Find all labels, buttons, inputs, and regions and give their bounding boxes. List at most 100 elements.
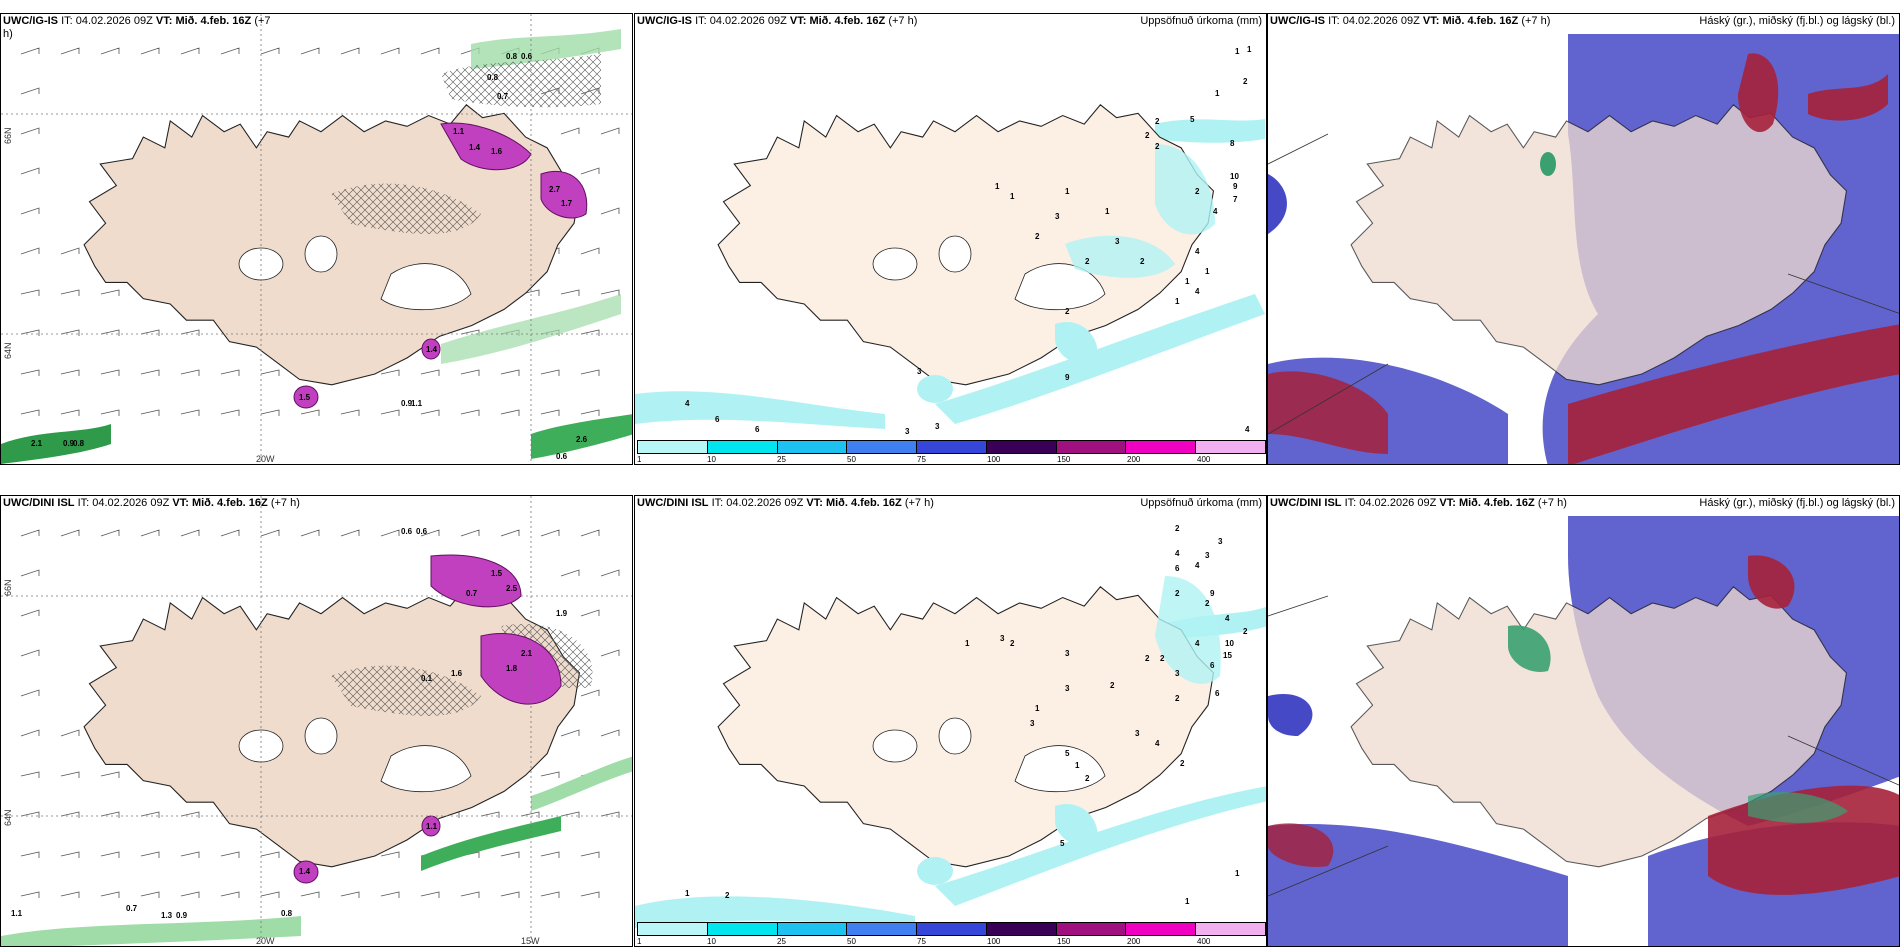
run-label: IT: [77,497,90,509]
legend-tick: 400 [1197,455,1211,464]
run-time: 04.02.2026 09Z [1342,15,1420,27]
legend-tick: 10 [707,937,716,946]
legend-swatch [777,441,848,453]
value-label: 2 [1205,599,1210,608]
legend-swatch [847,441,918,453]
legend-tick: 150 [1057,937,1071,946]
value-labels-bottom-left: 0.6 0.6 1.5 2.5 0.7 1.9 2.1 1.8 0.1 1.6 … [11,527,568,920]
legend-tick: 200 [1127,455,1141,464]
run-time: 04.02.2026 09Z [709,15,787,27]
value-label: 2 [1085,257,1090,266]
value-label: 0.7 [466,589,478,598]
run-label: IT: [1328,15,1340,27]
legend-tick: 25 [777,455,786,464]
value-label: 2 [725,891,730,900]
value-label: 1 [1247,45,1252,54]
lead-time: (+7 h) [270,497,300,509]
value-label: 8 [1230,139,1235,148]
legend-swatch [777,923,848,935]
value-label: 1 [1235,869,1240,878]
value-label: 3 [1115,237,1120,246]
run-time: 04.02.2026 09Z [726,497,804,509]
value-label: 2.1 [521,649,533,658]
value-label: 6 [1210,661,1215,670]
value-label: 2 [1010,639,1015,648]
value-label: 3 [935,422,940,431]
value-labels-top-middle: 1 1 2 1 2 5 2 8 2 10 1 1 1 2 9 7 4 1 3 2… [685,45,1252,436]
legend-tick: 150 [1057,455,1071,464]
value-label: 4 [1245,425,1250,434]
precip-legend: 1 10 25 50 75 100 150 200 400 [637,922,1266,946]
legend-swatch [986,923,1057,935]
panel-title: UWC/DINI ISL IT: 04.02.2026 09Z VT: Mið.… [3,497,300,510]
value-label: 6 [1175,564,1180,573]
value-label: 1 [1105,207,1110,216]
lat-label: 66N [3,127,13,144]
valid-time: Mið. 4.feb. 16Z [191,497,268,509]
legend-swatch [1126,923,1197,935]
value-label: 1.5 [491,569,503,578]
run-time: 04.02.2026 09Z [1359,497,1437,509]
value-labels-top-left: 0.8 0.6 0.8 0.7 1.1 1.4 1.6 2.7 1.7 1.4 … [31,52,588,461]
value-label: 5 [1190,115,1195,124]
value-label: 3 [1175,669,1180,678]
model-name: UWC/IG-IS [637,15,692,27]
value-label: 4 [1155,739,1160,748]
value-label: 3 [1055,212,1060,221]
value-label: 2 [1085,774,1090,783]
legend-swatch [1056,923,1127,935]
value-label: 3 [1065,649,1070,658]
legend-tick: 75 [917,937,926,946]
run-time: 04.02.2026 09Z [92,497,170,509]
panel-title: UWC/DINI ISL IT: 04.02.2026 09Z VT: Mið.… [637,497,934,510]
valid-time: Mið. 4.feb. 16Z [1458,497,1535,509]
value-label: 2 [1175,524,1180,533]
panel-bottom-left: 0.6 0.6 1.5 2.5 0.7 1.9 2.1 1.8 0.1 1.6 … [0,495,633,947]
value-label: 2 [1243,627,1248,636]
value-label: 1 [1065,187,1070,196]
legend-swatch [707,923,778,935]
value-label: 4 [685,399,690,408]
value-label: 2 [1195,187,1200,196]
value-label: 0.8 [73,439,85,448]
model-name: UWC/DINI ISL [1270,497,1342,509]
lead-time: (+7 h) [904,497,934,509]
valid-time: Mið. 4.feb. 16Z [809,15,886,27]
value-label: 2 [1035,232,1040,241]
value-label: 1 [1235,47,1240,56]
value-label: 2 [1160,654,1165,663]
panel-title: UWC/IG-IS IT: 04.02.2026 09Z VT: Mið. 4.… [1270,15,1550,28]
map-top-middle: 1 1 2 1 2 5 2 8 2 10 1 1 1 2 9 7 4 1 3 2… [635,45,1265,436]
map-top-right [1268,14,1899,464]
panel-top-middle: 1 1 2 1 2 5 2 8 2 10 1 1 1 2 9 7 4 1 3 2… [634,13,1267,465]
lead-time: (+7 h) [1537,497,1567,509]
value-label: 0.9 [63,439,75,448]
lat-label: 66N [3,579,13,596]
value-label: 4 [1195,639,1200,648]
legend-swatch [638,441,708,453]
valid-label: VT: [172,497,189,509]
legend-swatch [917,923,987,935]
valid-time: Mið. 4.feb. 16Z [825,497,902,509]
value-label: 0.6 [416,527,428,536]
value-label: 2 [1155,117,1160,126]
value-label: 1.5 [299,393,311,402]
value-label: 9 [1065,373,1070,382]
value-label: 3 [1205,551,1210,560]
legend-tick: 1 [637,455,642,464]
map-top-left: 0.8 0.6 0.8 0.7 1.1 1.4 1.6 2.7 1.7 1.4 … [1,14,632,464]
legend-bar [637,440,1266,454]
value-label: 0.7 [497,92,509,101]
valid-label: VT: [155,15,173,27]
legend-tick: 1 [637,937,642,946]
value-label: 1.1 [426,822,438,831]
run-label: IT: [61,15,73,27]
lat-label: 64N [3,342,13,359]
map-bottom-right [1268,496,1899,946]
lon-label: 20W [256,936,275,946]
value-label: 1 [995,182,1000,191]
panel-top-right: UWC/IG-IS IT: 04.02.2026 09Z VT: Mið. 4.… [1267,13,1900,465]
run-label: IT: [695,15,707,27]
value-label: 6 [755,425,760,434]
run-label: IT: [711,497,724,509]
